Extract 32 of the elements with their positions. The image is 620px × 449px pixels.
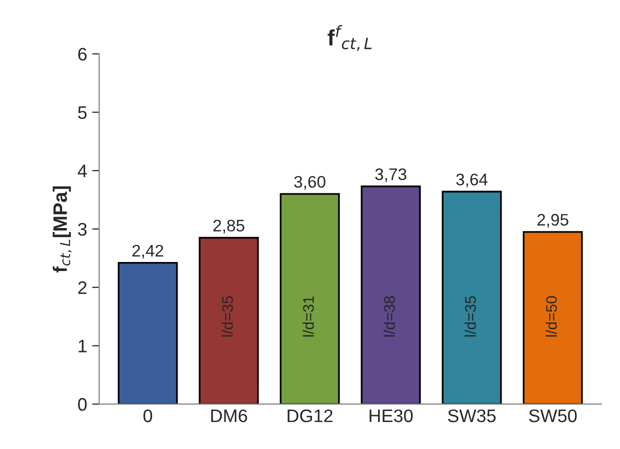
data-label: 3,64	[456, 174, 488, 188]
data-label: 2,42	[132, 244, 164, 259]
chart-title: f$^{f}$$_{ct,L}$	[328, 25, 372, 51]
data-label: 3,73	[375, 168, 406, 182]
annotation: l/d=35	[464, 296, 476, 337]
data-label: 3,60	[294, 176, 326, 190]
annotation: l/d=50	[546, 296, 557, 337]
bar	[522, 231, 583, 404]
x-tick-label: DG12	[288, 409, 332, 422]
x-tick-label: SW50	[529, 409, 577, 422]
y-axis-title: f$_{ct,L}$[MPa]	[52, 186, 72, 273]
bar	[442, 190, 502, 404]
x-tick-label: SW35	[448, 409, 496, 422]
y-tick-label: 1	[78, 340, 87, 352]
bar	[118, 262, 178, 404]
annotation: l/d=35	[222, 296, 233, 337]
data-label: 2,95	[537, 214, 568, 228]
y-tick-label: 4	[78, 164, 87, 178]
annotation: l/d=31	[302, 296, 314, 337]
x-tick-label: HE30	[370, 409, 413, 422]
x-tick-label: 0	[143, 409, 152, 422]
y-tick-label: 0	[78, 398, 87, 411]
data-label: 2,85	[213, 220, 244, 234]
bar	[280, 193, 340, 404]
x-tick-label: DM6	[211, 409, 248, 422]
y-tick-label: 6	[78, 48, 87, 61]
y-tick-label: 2	[78, 281, 86, 294]
y-tick-label: 5	[78, 106, 87, 119]
bar	[198, 236, 259, 404]
y-tick-label: 3	[78, 222, 87, 236]
annotation: l/d=38	[384, 296, 395, 337]
bar	[360, 186, 421, 404]
